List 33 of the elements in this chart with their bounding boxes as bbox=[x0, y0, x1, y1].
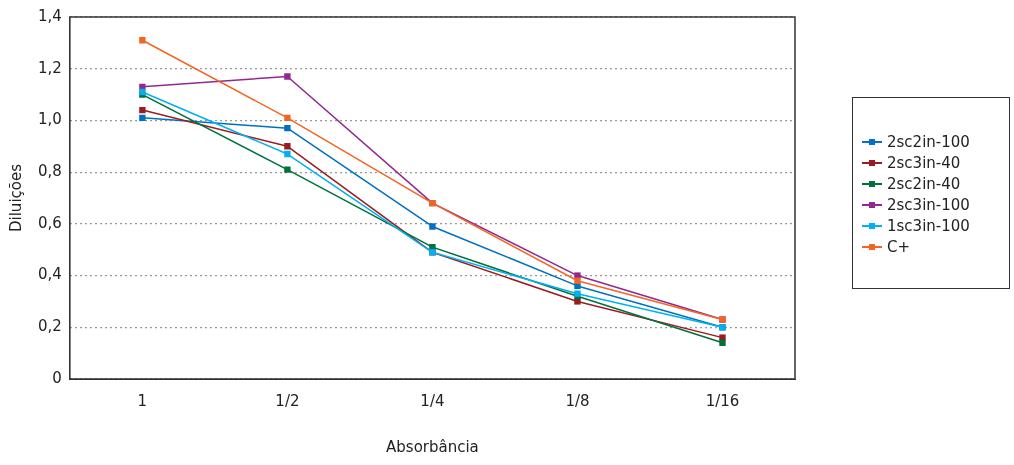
y-tick-label: 0,8 bbox=[38, 162, 62, 181]
y-tick-label: 1,0 bbox=[38, 110, 62, 129]
point bbox=[574, 277, 581, 284]
point bbox=[139, 114, 146, 122]
x-tick-label: 1 bbox=[137, 391, 148, 410]
y-tick-label: 0,4 bbox=[38, 265, 62, 284]
point bbox=[139, 37, 146, 44]
y-axis-title: Diluições bbox=[6, 163, 25, 233]
point bbox=[139, 106, 146, 114]
y-tick-label: 0 bbox=[52, 368, 62, 387]
y-tick-label: 1,4 bbox=[38, 6, 62, 25]
x-tick-label: 1/4 bbox=[420, 391, 445, 410]
legend-label: C+ bbox=[887, 237, 911, 256]
point bbox=[284, 73, 291, 80]
point bbox=[429, 223, 436, 230]
legend-label: 2sc2in-100 bbox=[887, 132, 970, 151]
x-tick-label: 1/8 bbox=[565, 391, 590, 410]
y-tick-label: 0,6 bbox=[38, 213, 62, 232]
legend-label: 2sc2in-40 bbox=[887, 174, 961, 193]
point bbox=[284, 150, 291, 158]
x-axis-title: Absorbância bbox=[386, 437, 479, 456]
point bbox=[284, 114, 291, 122]
x-tick-label: 1/16 bbox=[705, 391, 740, 410]
y-tick-label: 0,2 bbox=[38, 317, 62, 336]
point bbox=[719, 339, 726, 346]
point bbox=[284, 143, 291, 150]
legend-label: 2sc3in-100 bbox=[887, 195, 970, 214]
x-tick-label: 1/2 bbox=[275, 391, 300, 410]
y-tick-label: 1,2 bbox=[38, 58, 62, 77]
legend-label: 1sc3in-100 bbox=[887, 216, 970, 235]
point bbox=[284, 166, 291, 173]
legend-label: 2sc3in-40 bbox=[887, 153, 961, 172]
point bbox=[284, 125, 291, 132]
